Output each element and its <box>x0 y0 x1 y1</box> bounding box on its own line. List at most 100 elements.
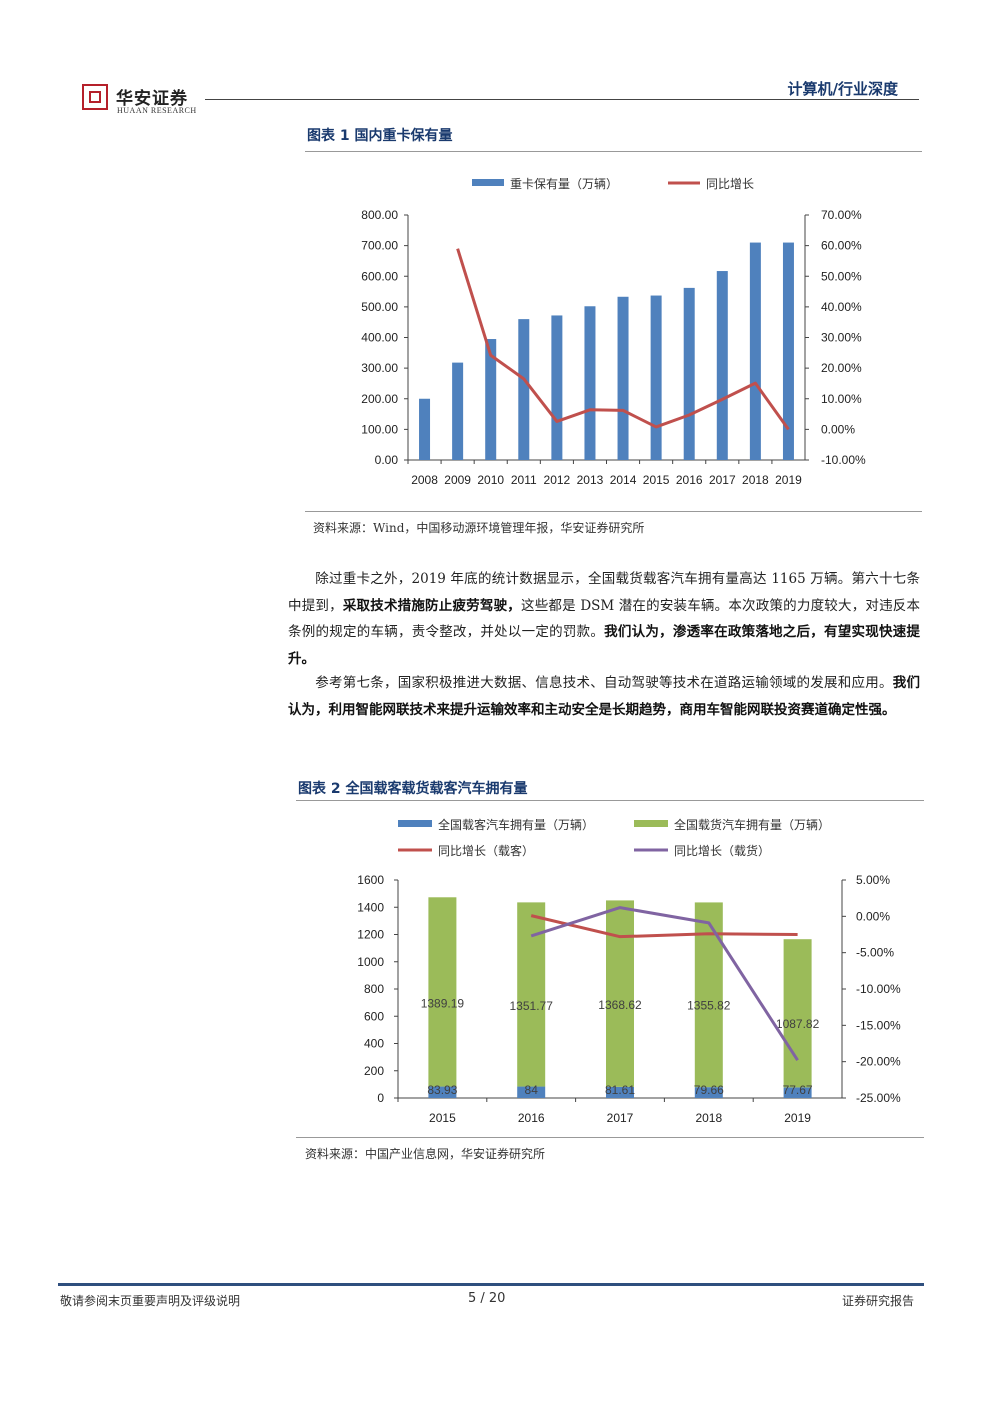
bar-holdings-2008 <box>419 398 431 460</box>
x-tick-label: 2015 <box>429 1111 456 1125</box>
legend-label-passenger-growth: 同比增长（载客） <box>438 843 534 858</box>
footer-divider <box>58 1283 924 1286</box>
x-tick-label: 2019 <box>775 473 802 487</box>
section-tag: 计算机/行业深度 <box>787 80 898 98</box>
figure-1-bottom-rule <box>305 511 922 512</box>
right-tick-label: 70.00% <box>821 208 862 222</box>
left-tick-label: 1000 <box>357 955 384 969</box>
right-tick-label: 60.00% <box>821 239 862 253</box>
bar-holdings-2013 <box>584 306 596 460</box>
left-tick-label: 300.00 <box>361 361 398 375</box>
paragraph-1-bold-b: 我们认为，渗透率在政策落地之后，有望实现快速提升。 <box>288 624 921 667</box>
left-tick-label: 500.00 <box>361 300 398 314</box>
figure-2-title: 图表 2 全国载客载货载客汽车拥有量 <box>298 781 528 797</box>
right-tick-label: 30.00% <box>821 331 862 345</box>
left-tick-label: 400.00 <box>361 331 398 345</box>
bar-freight-2016 <box>517 902 546 1087</box>
legend-label-bar: 重卡保有量（万辆） <box>510 177 618 191</box>
bar-holdings-2014 <box>617 296 629 460</box>
bar-holdings-2011 <box>518 319 530 460</box>
page-number: 5 / 20 <box>468 1291 506 1306</box>
bar-passenger-2016 <box>517 1086 546 1098</box>
x-tick-label: 2012 <box>544 473 571 487</box>
figure-1-title: 图表 1 国内重卡保有量 <box>307 128 453 144</box>
brand-name-en: HUAAN RESEARCH <box>117 106 197 115</box>
right-tick-label: 5.00% <box>856 873 890 887</box>
x-tick-label: 2018 <box>695 1111 722 1125</box>
data-label-passenger-2015: 83.93 <box>427 1083 457 1097</box>
right-tick-label: 10.00% <box>821 392 862 406</box>
paragraph-2-text-a: 参考第七条，国家积极推进大数据、信息技术、自动驾驶等技术在道路运输领域的发展和应… <box>315 675 893 691</box>
bar-holdings-2015 <box>650 295 662 460</box>
legend-swatch-passenger <box>398 820 432 827</box>
data-label-freight-2016: 1351.77 <box>510 999 554 1013</box>
x-tick-label: 2010 <box>477 473 504 487</box>
figure-2-top-rule <box>296 800 924 801</box>
bar-freight-2015 <box>428 897 457 1087</box>
bar-freight-2017 <box>606 900 634 1087</box>
x-tick-label: 2011 <box>511 473 537 487</box>
body-paragraph-2: 参考第七条，国家积极推进大数据、信息技术、自动驾驶等技术在道路运输领域的发展和应… <box>288 670 920 723</box>
bar-holdings-2016 <box>683 287 695 460</box>
bar-holdings-2009 <box>452 362 464 460</box>
bar-holdings-2017 <box>716 271 728 460</box>
bar-holdings-2019 <box>782 242 794 460</box>
x-tick-label: 2018 <box>742 473 769 487</box>
legend-label-freight-growth: 同比增长（载货） <box>674 843 770 858</box>
legend-label-line: 同比增长 <box>706 177 754 191</box>
bar-holdings-2010 <box>485 339 497 460</box>
x-tick-label: 2009 <box>444 473 471 487</box>
bar-holdings-2018 <box>749 242 761 460</box>
body-paragraph-1: 除过重卡之外，2019 年底的统计数据显示，全国载货载客汽车拥有量高达 1165… <box>288 566 920 672</box>
left-tick-label: 0 <box>377 1091 384 1105</box>
bar-passenger-2017 <box>606 1086 634 1098</box>
x-tick-label: 2017 <box>709 473 736 487</box>
data-label-passenger-2016: 84 <box>525 1083 539 1097</box>
right-tick-label: 0.00% <box>856 909 890 923</box>
figure-1-top-rule <box>305 151 922 152</box>
data-label-passenger-2018: 79.66 <box>694 1083 724 1097</box>
left-tick-label: 200 <box>364 1064 384 1078</box>
legend-swatch-freight <box>634 820 668 827</box>
left-tick-label: 600.00 <box>361 269 398 283</box>
bar-freight-2018 <box>694 902 723 1088</box>
legend-label-freight: 全国载货汽车拥有量（万辆） <box>674 817 830 832</box>
right-tick-label: -15.00% <box>856 1018 901 1032</box>
bar-holdings-2012 <box>551 315 563 460</box>
right-tick-label: -10.00% <box>821 453 866 467</box>
left-tick-label: 1200 <box>357 928 384 942</box>
line-freight-growth <box>530 906 799 1062</box>
x-tick-label: 2013 <box>577 473 604 487</box>
left-tick-label: 700.00 <box>361 239 398 253</box>
legend-label-passenger: 全国载客汽车拥有量（万辆） <box>438 817 594 832</box>
left-tick-label: 0.00 <box>375 453 399 467</box>
right-tick-label: 0.00% <box>821 422 855 436</box>
data-label-freight-2017: 1368.62 <box>598 998 642 1012</box>
figure-2-bottom-rule <box>296 1137 924 1138</box>
paragraph-2-bold-a: 我们认为，利用智能网联技术来提升运输效率和主动安全是长期趋势，商用车智能网联投资… <box>288 675 920 718</box>
right-tick-label: -10.00% <box>856 982 901 996</box>
figure-2-source: 资料来源：中国产业信息网，华安证券研究所 <box>305 1147 546 1161</box>
paragraph-1-text-a: 除过重卡之外，2019 年底的统计数据显示，全国载货载客汽车拥有量高达 1165… <box>288 571 920 614</box>
line-passenger-growth <box>530 914 798 939</box>
left-tick-label: 400 <box>364 1037 384 1051</box>
x-tick-label: 2015 <box>643 473 670 487</box>
data-label-passenger-2017: 81.61 <box>605 1083 635 1097</box>
data-label-passenger-2019: 77.67 <box>783 1083 813 1097</box>
right-tick-label: 50.00% <box>821 269 862 283</box>
data-label-freight-2015: 1389.19 <box>421 996 465 1010</box>
bar-freight-2019 <box>783 939 812 1088</box>
left-tick-label: 800.00 <box>361 208 398 222</box>
header-divider <box>205 99 919 100</box>
footer-report-type: 证券研究报告 <box>841 1294 914 1308</box>
bar-passenger-2018 <box>694 1087 723 1098</box>
figure-1-source: 资料来源：Wind，中国移动源环境管理年报，华安证券研究所 <box>313 521 645 535</box>
left-tick-label: 100.00 <box>361 422 398 436</box>
legend-swatch-bar <box>472 179 504 186</box>
data-label-freight-2019: 1087.82 <box>776 1017 820 1031</box>
left-tick-label: 1400 <box>357 900 384 914</box>
chart-2: 全国载客汽车拥有量（万辆） 全国载货汽车拥有量（万辆） 同比增长（载客） 同比增长（载… <box>357 817 901 1125</box>
brand-name: 华安证券 <box>116 89 188 109</box>
x-tick-label: 2016 <box>676 473 703 487</box>
bar-passenger-2019 <box>783 1087 812 1098</box>
